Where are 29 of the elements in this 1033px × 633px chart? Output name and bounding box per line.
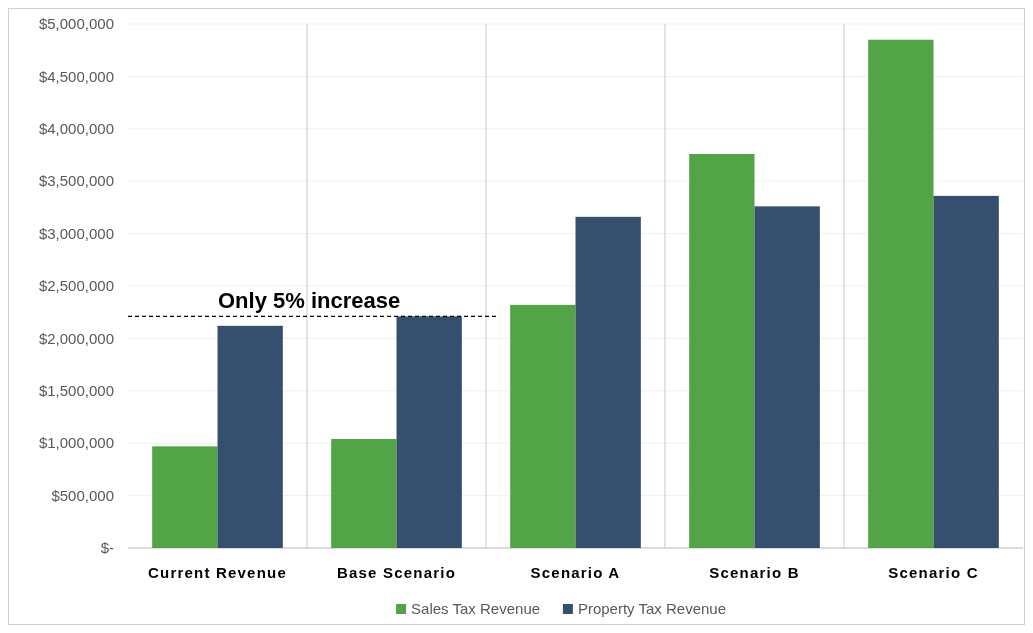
bar <box>754 206 820 548</box>
bar <box>396 316 462 548</box>
x-tick-label: Base Scenario <box>337 564 456 581</box>
x-tick-label: Scenario B <box>709 564 800 581</box>
y-tick-label: $3,000,000 <box>38 224 114 242</box>
legend-label: Sales Tax Revenue <box>411 600 541 618</box>
legend-label: Property Tax Revenue <box>577 600 727 618</box>
y-tick-label: $2,000,000 <box>38 329 114 347</box>
y-tick-label: $4,500,000 <box>38 67 114 85</box>
y-tick-label: $5,000,000 <box>38 15 114 33</box>
bar <box>575 216 641 548</box>
x-tick-label: Scenario A <box>530 564 621 581</box>
bar <box>689 153 755 548</box>
y-tick-label: $2,500,000 <box>38 277 114 295</box>
y-tick-label: $500,000 <box>51 486 114 504</box>
y-tick-label: $- <box>100 539 114 557</box>
bar <box>331 439 397 548</box>
x-tick-label: Scenario C <box>888 564 979 581</box>
x-tick-label: Current Revenue <box>148 564 287 581</box>
y-tick-label: $4,000,000 <box>38 120 114 138</box>
bar <box>510 304 576 548</box>
bar <box>868 39 934 548</box>
y-tick-label: $1,500,000 <box>38 382 114 400</box>
y-tick-label: $1,000,000 <box>38 434 114 452</box>
ref-line-label: Only 5% increase <box>218 288 401 314</box>
bar <box>217 325 283 548</box>
bar <box>933 195 999 548</box>
y-tick-label: $3,500,000 <box>38 172 114 190</box>
bar <box>152 446 218 548</box>
